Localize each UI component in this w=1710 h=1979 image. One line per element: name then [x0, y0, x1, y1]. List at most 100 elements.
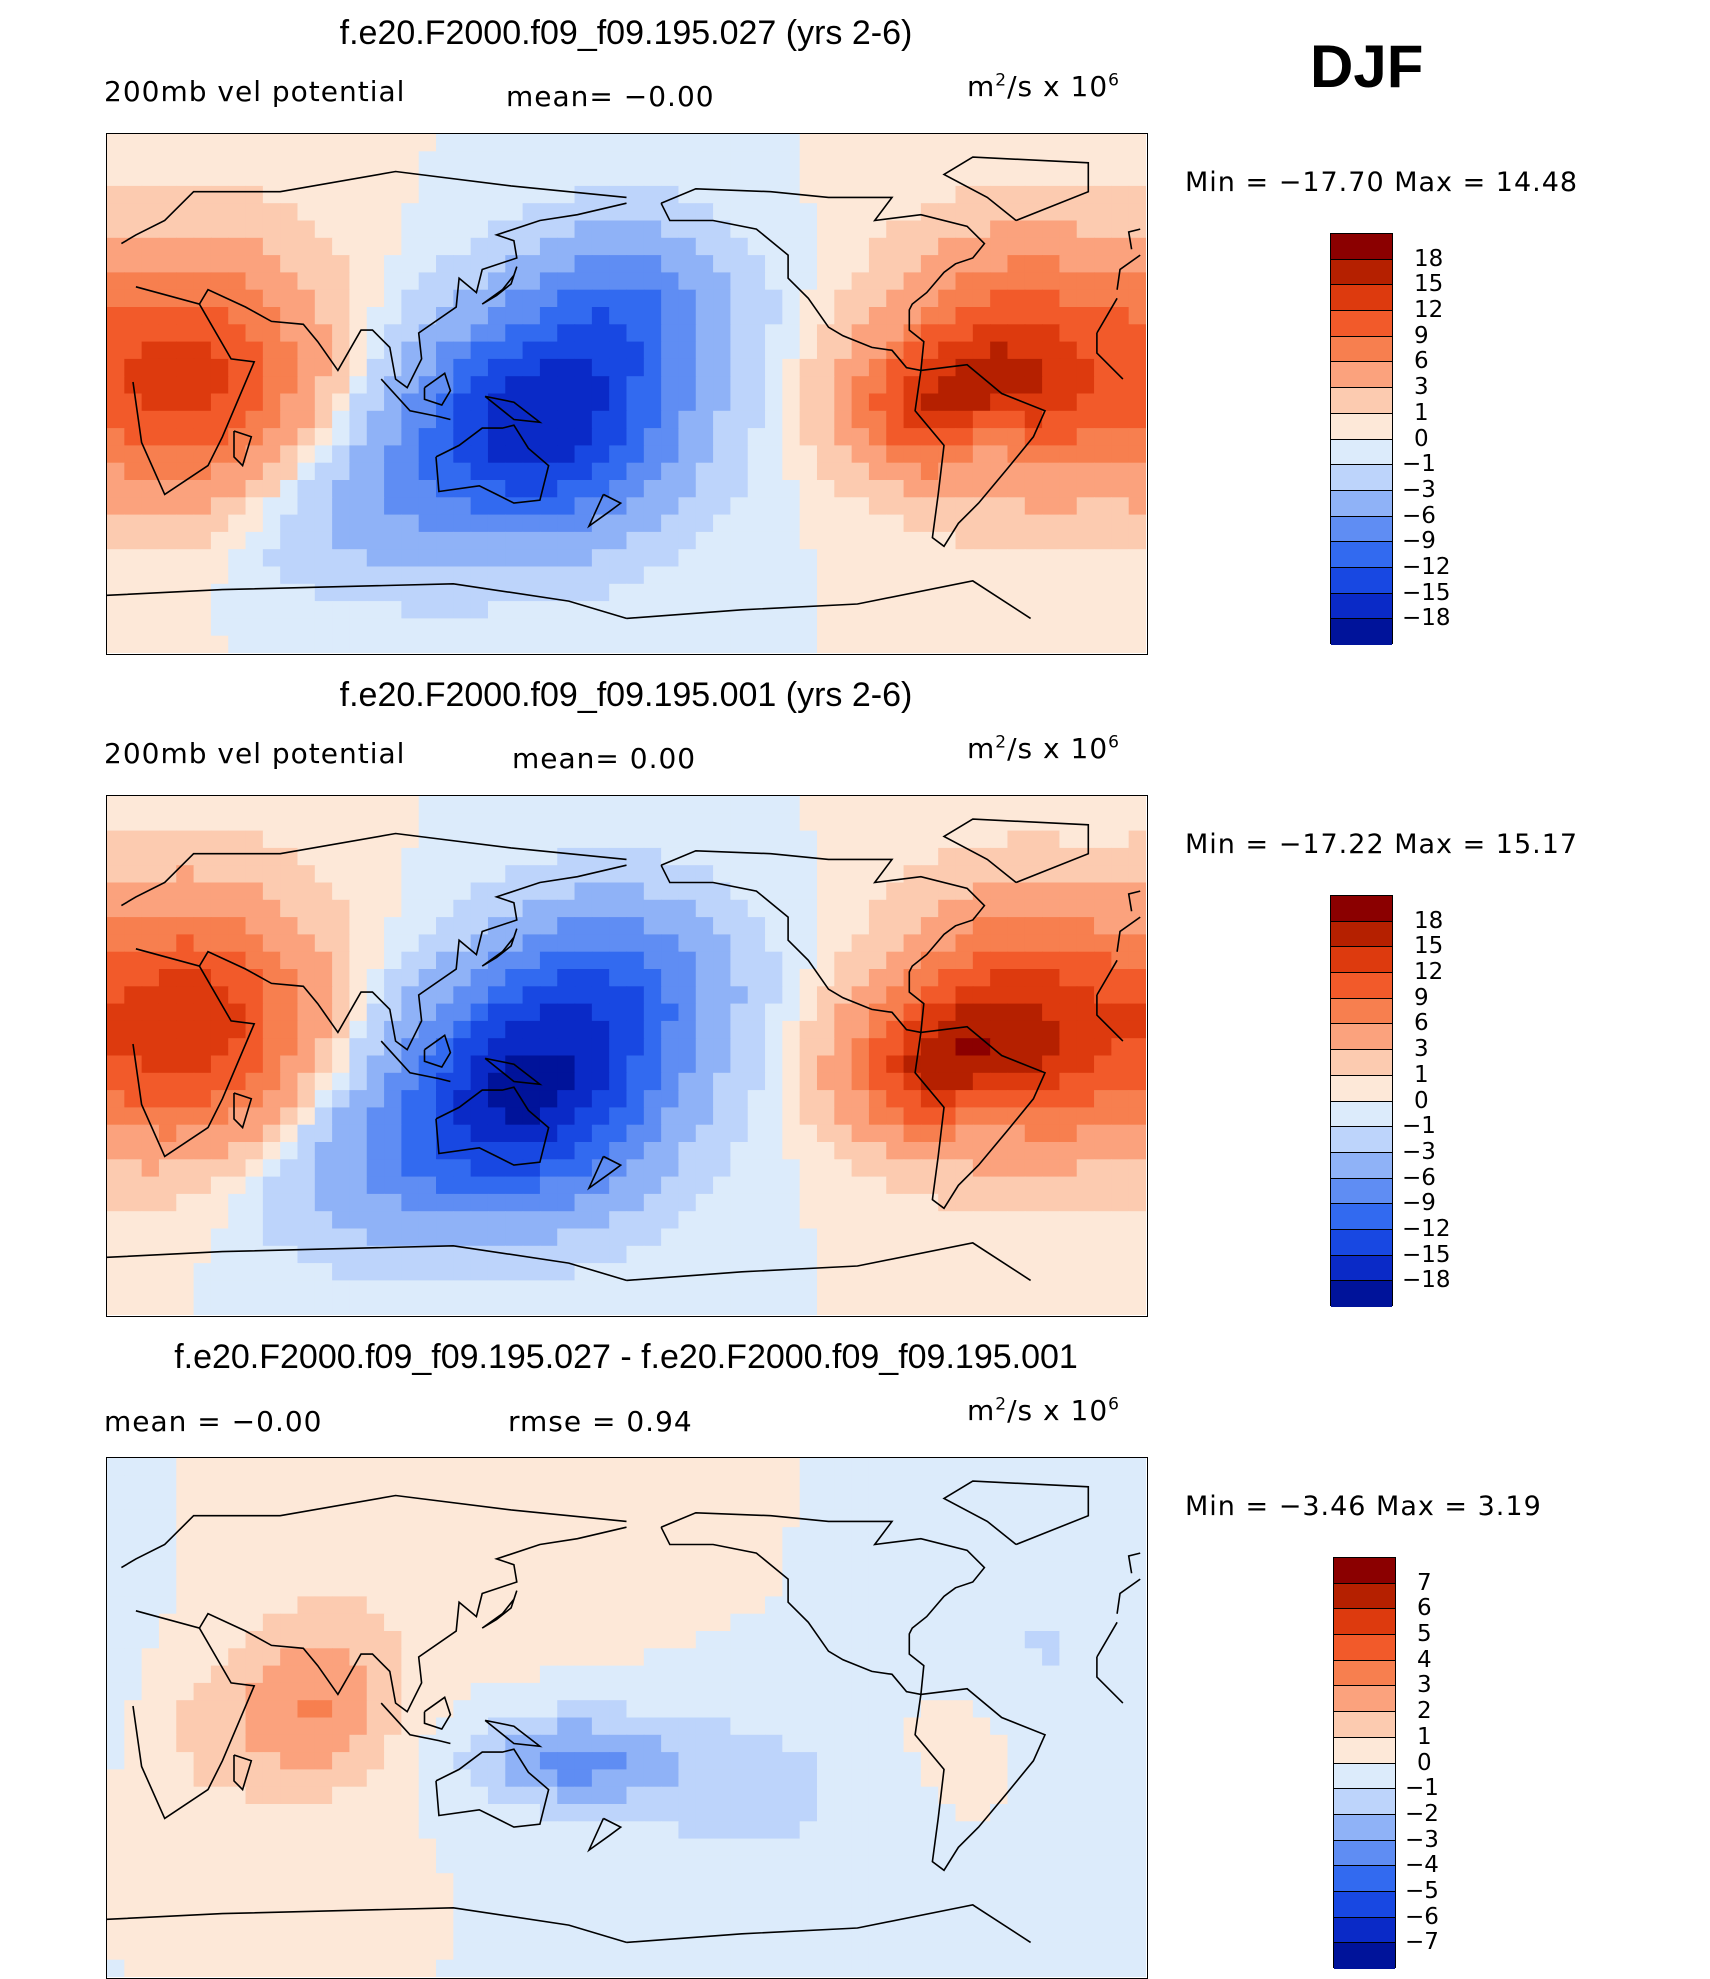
coastline [198, 202, 627, 389]
coastlines [107, 818, 1141, 1282]
colorbar-swatch [1331, 1024, 1392, 1051]
colorbar-tick-label: 1 [1414, 399, 1429, 426]
coastline [481, 266, 518, 305]
coastline [107, 1904, 1032, 1944]
season-label: DJF [1310, 33, 1424, 100]
colorbar-tick-label: −6 [1402, 502, 1436, 529]
colorbar-swatch [1331, 921, 1392, 948]
coastline [198, 864, 627, 1051]
coastline [914, 1687, 1047, 1872]
panel-3-rmse-label: rmse = 0.94 [508, 1405, 693, 1438]
colorbar-swatch [1331, 413, 1392, 440]
coastline [233, 430, 253, 468]
coastline [423, 1034, 452, 1068]
panel-2-map [106, 795, 1148, 1317]
colorbar-tick-label: 3 [1414, 1036, 1429, 1063]
coastline [120, 832, 1141, 952]
colorbar-swatch [1334, 1891, 1395, 1918]
colorbar-swatch [1331, 311, 1392, 337]
panel-1-units: m2/s x 106 [967, 70, 1120, 103]
coastline [435, 1748, 550, 1828]
coastline [587, 1817, 623, 1853]
colorbar-tick-label: 3 [1414, 374, 1429, 401]
colorbar-tick-label: 6 [1414, 1010, 1429, 1037]
colorbar-tick-label: 9 [1414, 984, 1429, 1011]
coastline [120, 170, 1141, 290]
colorbar-swatch [1334, 1712, 1395, 1738]
colorbar-swatch [1331, 998, 1392, 1025]
coastline [435, 424, 550, 504]
colorbar-tick-label: −6 [1402, 1164, 1436, 1191]
colorbar-swatch [1331, 465, 1392, 491]
colorbar-swatch [1331, 362, 1392, 389]
panel-1-colorbar-labels: 18 15 12 9 6 3 1 0 −1 −3 −6 −9 −12 −15 −18 [1402, 233, 1492, 644]
panel-1-title: f.e20.F2000.f09_f09.195.027 (yrs 2-6) [339, 14, 913, 52]
colorbar-swatch [1331, 1255, 1392, 1282]
colorbar-swatch [1331, 285, 1392, 312]
colorbar-tick-label: 6 [1414, 348, 1429, 375]
panel-3-title: f.e20.F2000.f09_f09.195.027 - f.e20.F200… [174, 1338, 1078, 1376]
coastline [660, 849, 986, 1034]
panel-1-mean-label: mean= −0.00 [506, 80, 715, 113]
coastline [423, 1696, 452, 1730]
colorbar-swatch [1334, 1635, 1395, 1661]
coastline [198, 1526, 627, 1713]
panel-2-title: f.e20.F2000.f09_f09.195.001 (yrs 2-6) [339, 676, 913, 714]
colorbar-tick-label: −1 [1402, 451, 1436, 478]
colorbar-swatch [1331, 439, 1392, 466]
colorbar-tick-label: 15 [1414, 271, 1444, 298]
coastline [587, 493, 623, 529]
filled-contour-field [107, 134, 1146, 653]
colorbar-swatch [1331, 516, 1392, 543]
colorbar-tick-label: 18 [1414, 245, 1444, 272]
colorbar-tick-label: −9 [1402, 528, 1436, 555]
panel-2-minmax: Min = −17.22 Max = 15.17 [1185, 829, 1579, 860]
panel-2-variable-label: 200mb vel potential [104, 737, 406, 770]
colorbar-tick-label: −9 [1402, 1190, 1436, 1217]
coastline [380, 1702, 451, 1745]
coastline [942, 156, 1090, 222]
panel-2-colorbar-labels: 18 15 12 9 6 3 1 0 −1 −3 −6 −9 −12 −15 −18 [1402, 895, 1492, 1306]
colorbar-tick-label: 2 [1417, 1698, 1432, 1725]
colorbar-tick-label: −18 [1402, 605, 1451, 632]
colorbar-swatch [1331, 1075, 1392, 1102]
colorbar-tick-label: 12 [1414, 297, 1444, 324]
panel-1-colorbar [1330, 233, 1393, 645]
panel-1-minmax: Min = −17.70 Max = 14.48 [1185, 167, 1579, 198]
colorbar-tick-label: −3 [1402, 1138, 1436, 1165]
colorbar-tick-label: −5 [1405, 1877, 1439, 1904]
coastline [914, 363, 1047, 548]
colorbar-swatch [1331, 1178, 1392, 1205]
colorbar-swatch [1331, 1281, 1392, 1307]
colorbar-swatch [1331, 234, 1392, 260]
coastline [1127, 228, 1141, 250]
colorbar-tick-label: −15 [1402, 579, 1451, 606]
colorbar-tick-label: −2 [1405, 1800, 1439, 1827]
colorbar-tick-label: 0 [1414, 425, 1429, 452]
colorbar-tick-label: 1 [1414, 1061, 1429, 1088]
coastline [132, 948, 1124, 1158]
colorbar-tick-label: 15 [1414, 933, 1444, 960]
colorbar-swatch [1331, 542, 1392, 568]
filled-contour-field [107, 796, 1146, 1315]
colorbar-tick-label: 4 [1417, 1646, 1432, 1673]
colorbar-swatch [1331, 1050, 1392, 1076]
panel-3-colorbar-labels: 7 6 5 4 3 2 1 0 −1 −2 −3 −4 −5 −6 −7 [1405, 1557, 1495, 1968]
colorbar-tick-label: 5 [1417, 1621, 1432, 1648]
colorbar-tick-label: −1 [1405, 1775, 1439, 1802]
coastline [942, 818, 1090, 884]
colorbar-tick-label: −3 [1402, 476, 1436, 503]
coastline [587, 1155, 623, 1191]
coastlines [107, 156, 1141, 620]
colorbar-swatch [1331, 973, 1392, 999]
colorbar-swatch [1334, 1917, 1395, 1944]
colorbar-swatch [1331, 490, 1392, 517]
panel-1-variable-label: 200mb vel potential [104, 75, 406, 108]
colorbar-tick-label: −15 [1402, 1241, 1451, 1268]
colorbar-tick-label: 12 [1414, 959, 1444, 986]
colorbar-swatch [1331, 1127, 1392, 1153]
coastline [942, 1480, 1090, 1546]
coastline [107, 1242, 1032, 1282]
coastline [132, 1610, 1124, 1820]
colorbar-tick-label: 0 [1417, 1749, 1432, 1776]
